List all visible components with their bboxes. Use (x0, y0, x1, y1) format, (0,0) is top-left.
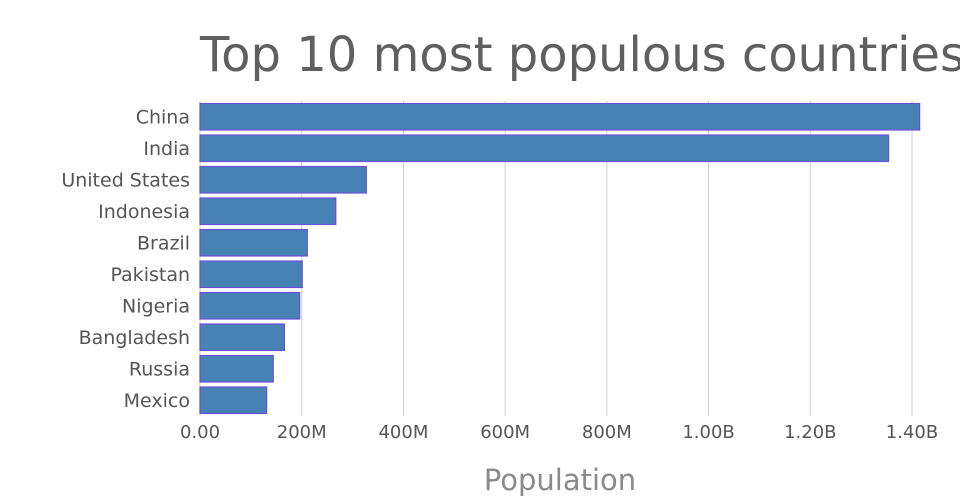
x-tick-label: 800M (582, 422, 632, 443)
category-label: Bangladesh (79, 327, 190, 349)
bar (199, 134, 890, 163)
category-label: China (136, 106, 190, 128)
category-label: Russia (129, 358, 190, 380)
bar (199, 291, 301, 320)
x-tick-label: 1.20B (784, 422, 836, 443)
bar (199, 165, 367, 194)
x-axis-tick-labels: 0.00 200M 400M 600M 800M 1.00B 1.20B 1.40B (180, 422, 938, 443)
x-axis-title: Population (484, 463, 636, 497)
category-label: Indonesia (98, 201, 190, 223)
bar (199, 323, 286, 352)
bar (199, 354, 274, 383)
x-tick-label: 600M (480, 422, 530, 443)
category-label: Pakistan (110, 264, 190, 286)
chart-title: Top 10 most populous countries (199, 27, 960, 83)
x-tick-label: 400M (378, 422, 428, 443)
category-label: Nigeria (122, 295, 190, 317)
bars (199, 102, 921, 415)
x-tick-label: 1.40B (886, 422, 938, 443)
category-labels: China India United States Indonesia Brazil Pa… (61, 106, 190, 412)
category-label: Brazil (137, 232, 190, 254)
bar (199, 260, 303, 289)
x-tick-label: 1.00B (682, 422, 734, 443)
bar (199, 228, 308, 257)
category-label: India (143, 138, 190, 160)
x-tick-label: 200M (277, 422, 327, 443)
category-label: United States (61, 169, 190, 191)
bar (199, 197, 337, 226)
bar (199, 386, 268, 415)
bar (199, 102, 921, 131)
x-tick-label: 0.00 (180, 422, 220, 443)
category-label: Mexico (124, 390, 190, 412)
